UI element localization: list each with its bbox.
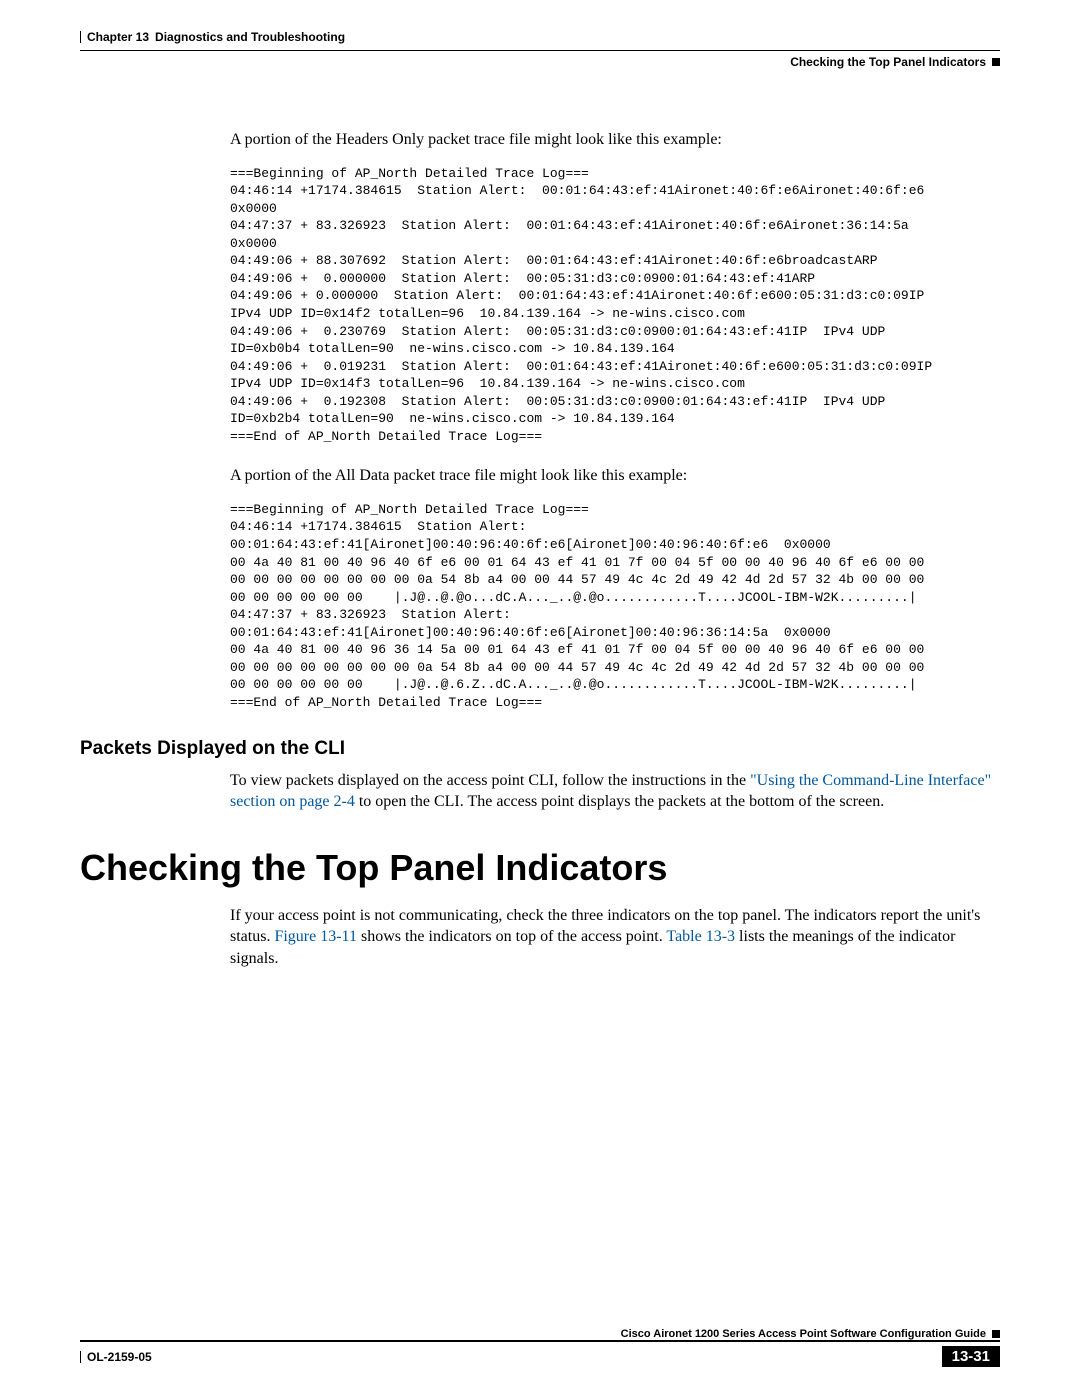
footer-bottom-row: OL-2159-05 13-31 bbox=[80, 1346, 1000, 1367]
main-content: A portion of the Headers Only packet tra… bbox=[230, 129, 1000, 969]
running-header: Chapter 13 Diagnostics and Troubleshooti… bbox=[80, 30, 1000, 44]
footer-rule bbox=[80, 1340, 1000, 1342]
header-vbar-icon bbox=[80, 31, 81, 43]
footer-square-icon bbox=[992, 1330, 1000, 1338]
header-left: Chapter 13 Diagnostics and Troubleshooti… bbox=[80, 30, 345, 44]
square-marker-icon bbox=[992, 58, 1000, 66]
doc-id: OL-2159-05 bbox=[87, 1350, 152, 1364]
top-panel-paragraph: If your access point is not communicatin… bbox=[230, 905, 1000, 970]
header-rule bbox=[80, 50, 1000, 51]
chapter-title: Diagnostics and Troubleshooting bbox=[155, 30, 345, 44]
cli-text-post: to open the CLI. The access point displa… bbox=[355, 793, 884, 810]
headers-only-intro: A portion of the Headers Only packet tra… bbox=[230, 129, 1000, 151]
chapter-label: Chapter 13 bbox=[87, 30, 149, 44]
guide-title: Cisco Aironet 1200 Series Access Point S… bbox=[621, 1328, 986, 1340]
page-footer: Cisco Aironet 1200 Series Access Point S… bbox=[80, 1328, 1000, 1367]
top-panel-heading: Checking the Top Panel Indicators bbox=[80, 847, 1000, 889]
cli-heading: Packets Displayed on the CLI bbox=[80, 738, 1000, 760]
table-link[interactable]: Table 13-3 bbox=[666, 928, 735, 945]
headers-only-trace: ===Beginning of AP_North Detailed Trace … bbox=[230, 165, 950, 446]
header-right: Checking the Top Panel Indicators bbox=[80, 55, 1000, 69]
tp-text-b: shows the indicators on top of the acces… bbox=[357, 928, 666, 945]
page: Chapter 13 Diagnostics and Troubleshooti… bbox=[80, 30, 1000, 1367]
all-data-trace: ===Beginning of AP_North Detailed Trace … bbox=[230, 501, 950, 712]
footer-left: OL-2159-05 bbox=[80, 1350, 152, 1364]
cli-text-pre: To view packets displayed on the access … bbox=[230, 772, 750, 789]
all-data-intro: A portion of the All Data packet trace f… bbox=[230, 465, 1000, 487]
footer-vbar-icon bbox=[80, 1351, 81, 1363]
page-number-badge: 13-31 bbox=[942, 1346, 1000, 1367]
cli-paragraph: To view packets displayed on the access … bbox=[230, 770, 1000, 813]
footer-guide-row: Cisco Aironet 1200 Series Access Point S… bbox=[80, 1328, 1000, 1340]
figure-link[interactable]: Figure 13-11 bbox=[274, 928, 357, 945]
section-title: Checking the Top Panel Indicators bbox=[790, 55, 986, 69]
